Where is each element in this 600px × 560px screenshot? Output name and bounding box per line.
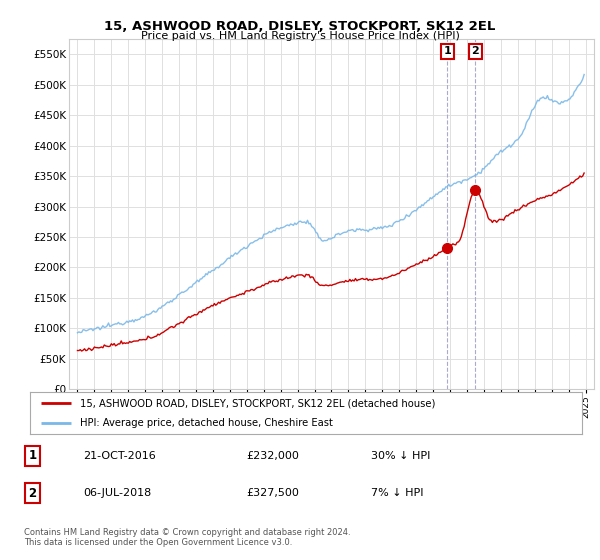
Text: HPI: Average price, detached house, Cheshire East: HPI: Average price, detached house, Ches… bbox=[80, 418, 332, 428]
Text: £327,500: £327,500 bbox=[246, 488, 299, 498]
Text: Contains HM Land Registry data © Crown copyright and database right 2024.
This d: Contains HM Land Registry data © Crown c… bbox=[24, 528, 350, 547]
Text: 7% ↓ HPI: 7% ↓ HPI bbox=[371, 488, 424, 498]
Text: Price paid vs. HM Land Registry's House Price Index (HPI): Price paid vs. HM Land Registry's House … bbox=[140, 31, 460, 41]
Text: 2: 2 bbox=[28, 487, 37, 500]
Text: £232,000: £232,000 bbox=[246, 451, 299, 461]
Text: 21-OCT-2016: 21-OCT-2016 bbox=[83, 451, 156, 461]
Text: 1: 1 bbox=[443, 46, 451, 57]
Text: 2: 2 bbox=[472, 46, 479, 57]
Text: 06-JUL-2018: 06-JUL-2018 bbox=[83, 488, 152, 498]
Text: 30% ↓ HPI: 30% ↓ HPI bbox=[371, 451, 431, 461]
Text: 1: 1 bbox=[28, 449, 37, 463]
Text: 15, ASHWOOD ROAD, DISLEY, STOCKPORT, SK12 2EL: 15, ASHWOOD ROAD, DISLEY, STOCKPORT, SK1… bbox=[104, 20, 496, 32]
Text: 15, ASHWOOD ROAD, DISLEY, STOCKPORT, SK12 2EL (detached house): 15, ASHWOOD ROAD, DISLEY, STOCKPORT, SK1… bbox=[80, 398, 435, 408]
